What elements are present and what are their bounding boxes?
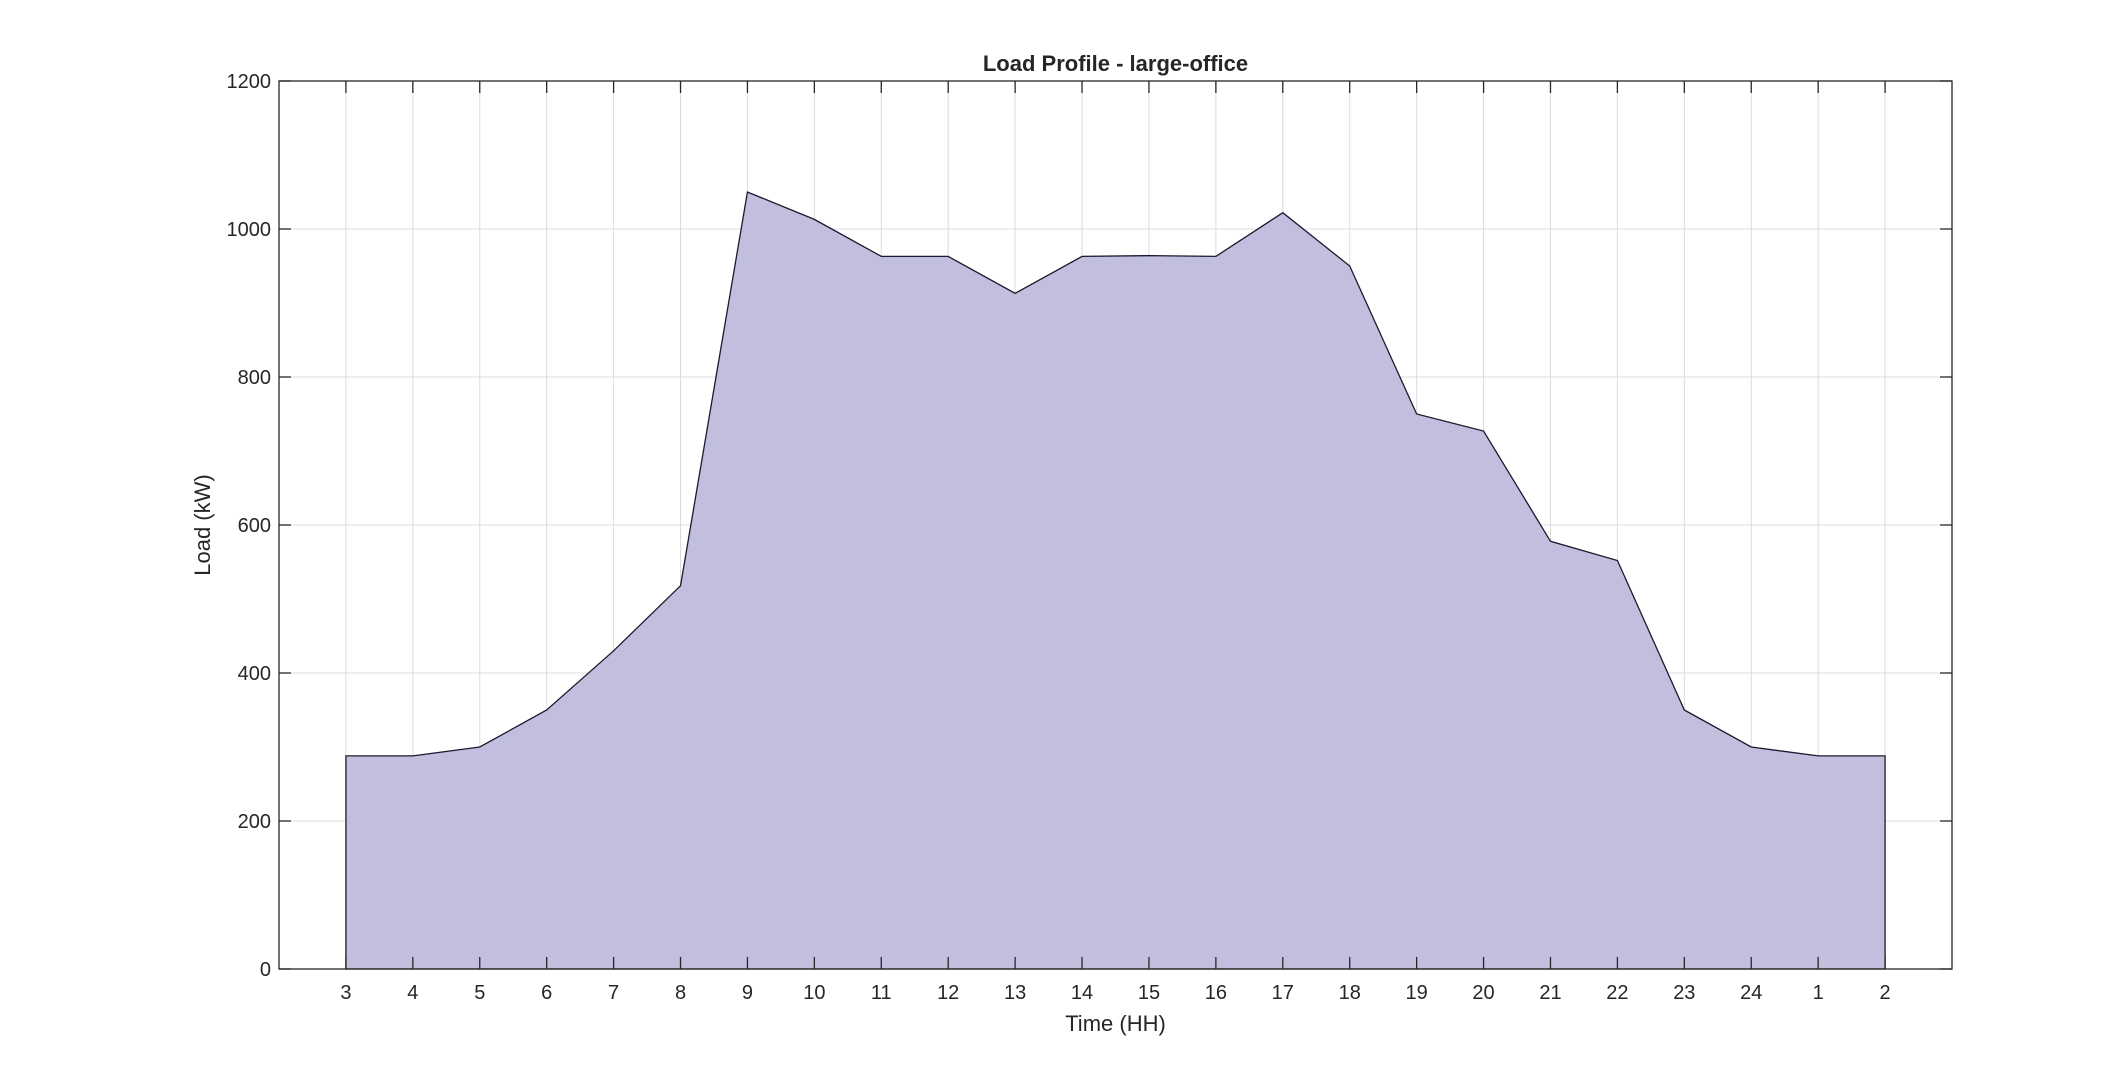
data-point-1 xyxy=(1816,754,1820,758)
x-tick-label: 4 xyxy=(407,982,418,1004)
x-tick-label: 14 xyxy=(1071,982,1093,1004)
y-tick-label: 0 xyxy=(260,959,271,981)
x-tick-label: 8 xyxy=(675,982,686,1004)
data-point-3 xyxy=(344,754,348,758)
data-point-10 xyxy=(812,217,816,221)
data-area xyxy=(344,190,1887,970)
x-tick-label: 22 xyxy=(1606,982,1628,1004)
x-tick-label: 21 xyxy=(1539,982,1561,1004)
x-tick-label: 12 xyxy=(937,982,959,1004)
data-point-21 xyxy=(1548,539,1552,543)
data-point-14 xyxy=(1080,254,1084,258)
data-point-18 xyxy=(1348,264,1352,268)
x-axis-label: Time (HH) xyxy=(1065,1011,1166,1036)
data-point-20 xyxy=(1482,429,1486,433)
x-tick-label: 3 xyxy=(340,982,351,1004)
x-tick-label: 1 xyxy=(1813,982,1824,1004)
x-tick-label: 11 xyxy=(871,982,892,1004)
x-tick-label: 19 xyxy=(1406,982,1428,1004)
data-point-12 xyxy=(946,254,950,258)
x-tick-label: 6 xyxy=(541,982,552,1004)
data-point-7 xyxy=(612,649,616,653)
data-point-24 xyxy=(1749,745,1753,749)
x-tick-label: 18 xyxy=(1339,982,1361,1004)
load-area xyxy=(345,191,1886,970)
x-tick-label: 24 xyxy=(1740,982,1762,1004)
data-point-17 xyxy=(1281,211,1285,215)
y-tick-label: 1000 xyxy=(227,219,272,241)
y-tick-label: 600 xyxy=(238,515,271,537)
data-point-2 xyxy=(1883,754,1887,758)
data-point-19 xyxy=(1415,412,1419,416)
chart-title: Load Profile - large-office xyxy=(983,51,1248,76)
x-tick-label: 2 xyxy=(1880,982,1891,1004)
y-axis-label: Load (kW) xyxy=(190,474,215,575)
data-point-22 xyxy=(1615,559,1619,563)
x-tick-label: 20 xyxy=(1472,982,1494,1004)
y-tick-label: 1200 xyxy=(227,71,272,93)
x-tick-label: 9 xyxy=(742,982,753,1004)
data-point-9 xyxy=(745,190,749,194)
data-point-15 xyxy=(1147,254,1151,258)
data-point-13 xyxy=(1013,291,1017,295)
data-point-8 xyxy=(679,584,683,588)
data-point-5 xyxy=(478,745,482,749)
x-tick-label: 16 xyxy=(1205,982,1227,1004)
data-point-11 xyxy=(879,254,883,258)
x-tick-label: 7 xyxy=(608,982,619,1004)
x-tick-label: 13 xyxy=(1004,982,1026,1004)
x-tick-label: 10 xyxy=(803,982,825,1004)
data-point-23 xyxy=(1682,708,1686,712)
data-point-16 xyxy=(1214,254,1218,258)
x-tick-label: 17 xyxy=(1272,982,1294,1004)
x-tick-label: 23 xyxy=(1673,982,1695,1004)
data-point-6 xyxy=(545,708,549,712)
y-tick-label: 200 xyxy=(238,811,271,833)
x-tick-label: 5 xyxy=(474,982,485,1004)
data-point-4 xyxy=(411,754,415,758)
y-tick-label: 800 xyxy=(238,367,271,389)
y-tick-label: 400 xyxy=(238,663,271,685)
x-tick-label: 15 xyxy=(1138,982,1160,1004)
